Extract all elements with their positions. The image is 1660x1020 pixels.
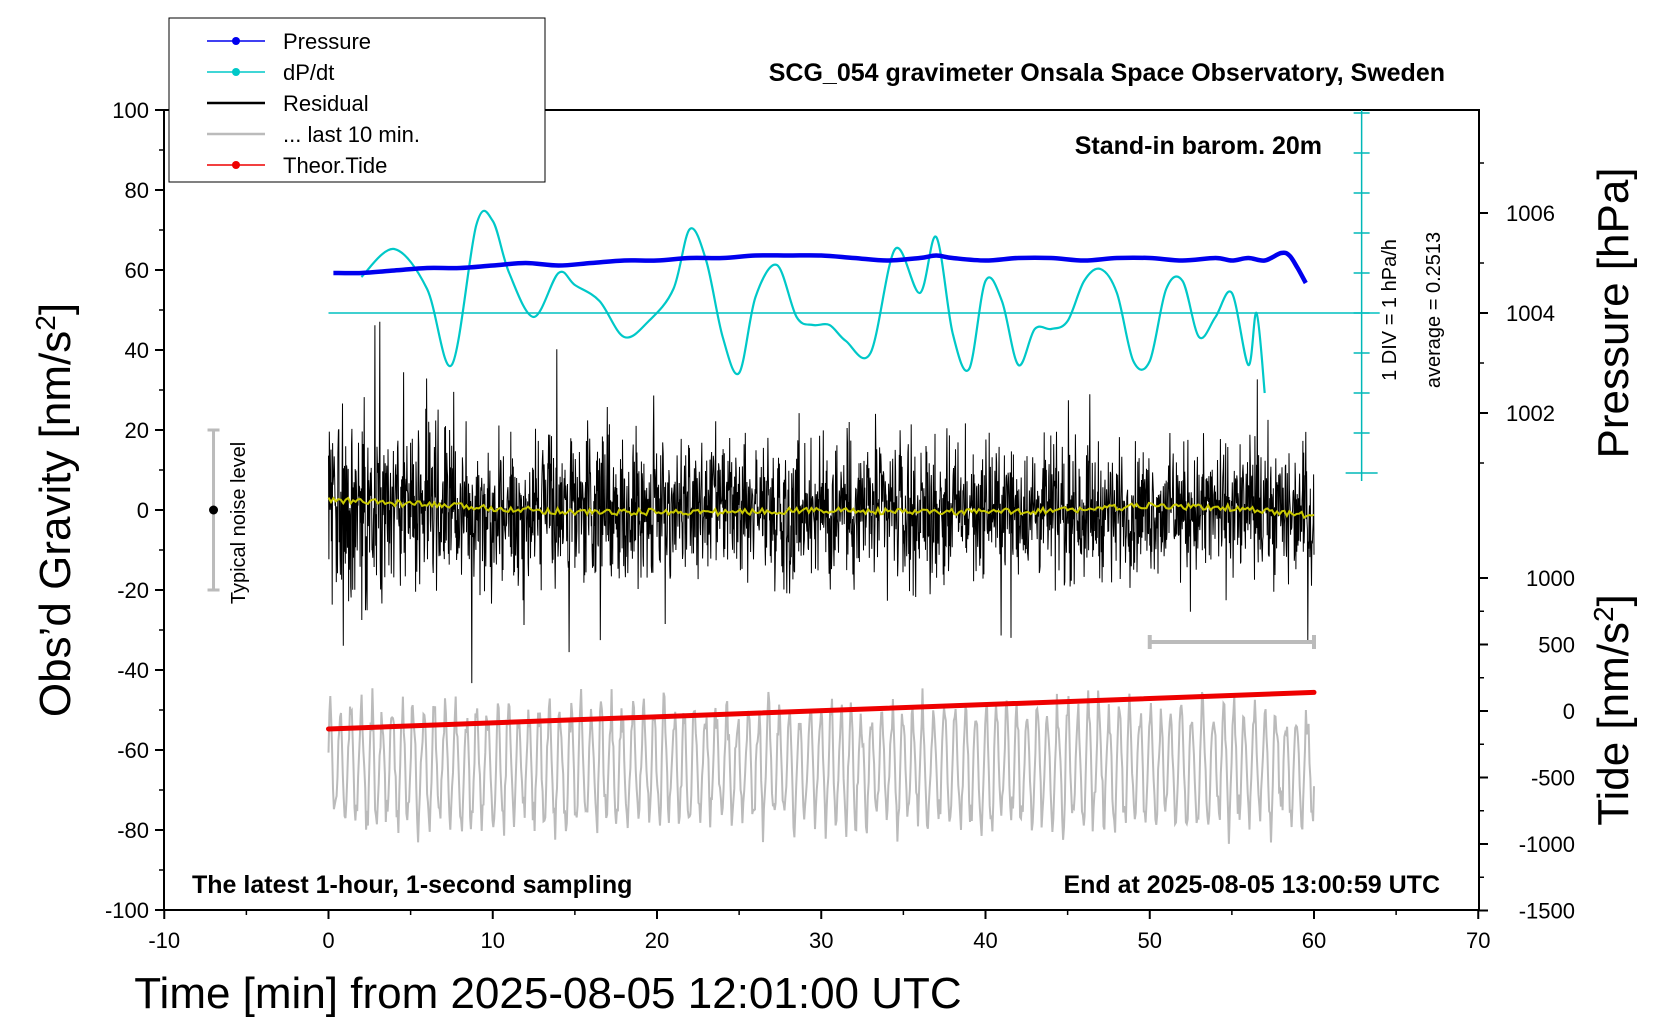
dpdt-scale-axis <box>328 110 1380 481</box>
y-tick-label-gravity: 0 <box>137 498 149 523</box>
y-tick-label-tide: 0 <box>1563 699 1575 724</box>
y-tick-label-gravity: -60 <box>117 738 149 763</box>
y-tick-label-gravity: -80 <box>117 818 149 843</box>
stand-in-note: Stand-in barom. 20m <box>1075 132 1322 160</box>
y-tick-label-tide: -1500 <box>1519 899 1575 924</box>
x-tick-label: -10 <box>148 928 180 953</box>
dpdt-line <box>360 209 1266 394</box>
y-tick-label-gravity: -40 <box>117 658 149 683</box>
axes: -10 0 10 20 30 40 50 60 70100806040200-20-40-60-… <box>105 98 1575 953</box>
smoothed-residual-line <box>327 496 1315 520</box>
average-note: average = 0.2513 <box>1423 232 1445 388</box>
legend-label: Pressure <box>283 29 371 54</box>
x-tick-label: 70 <box>1466 928 1490 953</box>
theor-tide-line <box>326 689 1317 732</box>
y-tick-label-gravity: 100 <box>112 98 149 123</box>
div-note: 1 DIV = 1 hPa/h <box>1379 239 1401 381</box>
residual-line <box>328 321 1315 684</box>
x-tick-label: 20 <box>645 928 669 953</box>
x-axis-label: Time [min] from 2025-08-05 12:01:00 UTC <box>134 969 961 1018</box>
x-tick-label: 10 <box>481 928 505 953</box>
y-tick-label-gravity: -100 <box>105 898 149 923</box>
dpdt-series <box>360 209 1266 394</box>
y-tick-label-gravity: 40 <box>125 338 149 363</box>
noise-level-note: Typical noise level <box>228 442 250 604</box>
misc-marks <box>207 428 1316 649</box>
x-tick-label: 0 <box>322 928 334 953</box>
x-tick-label: 30 <box>809 928 833 953</box>
end-note: End at 2025-08-05 13:00:59 UTC <box>1063 871 1440 899</box>
y-tick-label-pressure: 1006 <box>1506 201 1555 226</box>
latest-note: The latest 1-hour, 1-second sampling <box>192 871 632 899</box>
y-tick-label-gravity: -20 <box>117 578 149 603</box>
y-tick-label-tide: 500 <box>1538 633 1575 658</box>
y-tick-label-pressure: 1002 <box>1506 401 1555 426</box>
legend: Pressure dP/dt Residual ... last 10 min. The… <box>168 17 546 183</box>
y-tick-label-tide: -500 <box>1531 766 1575 791</box>
chart-title: SCG_054 gravimeter Onsala Space Observat… <box>769 59 1445 87</box>
legend-label: Theor.Tide <box>283 153 387 178</box>
x-tick-label: 60 <box>1302 928 1326 953</box>
y-axis-label-pressure: Pressure [hPa] <box>1589 167 1638 458</box>
legend-box <box>168 17 546 183</box>
y-axis-label-gravity: Obs’d Gravity [nm/s2] <box>30 303 81 717</box>
legend-marker <box>232 37 240 45</box>
legend-label: dP/dt <box>283 60 334 85</box>
y-tick-label-pressure: 1004 <box>1506 301 1555 326</box>
noise-level-dot <box>209 505 219 515</box>
y-tick-label-gravity: 60 <box>125 258 149 283</box>
smoothed-residual-series <box>327 496 1315 520</box>
theor-tide-series <box>326 689 1317 732</box>
y-tick-label-gravity: 20 <box>125 418 149 443</box>
x-tick-label: 50 <box>1138 928 1162 953</box>
pressure-line <box>333 250 1308 285</box>
y-tick-label-tide: -1000 <box>1519 832 1575 857</box>
legend-label: Residual <box>283 91 369 116</box>
y-tick-label-tide: 1000 <box>1526 566 1575 591</box>
y-axis-label-tide: Tide [nm/s2] <box>1588 594 1639 826</box>
residual-series <box>328 321 1315 684</box>
pressure-series <box>333 250 1308 285</box>
legend-label: ... last 10 min. <box>283 122 420 147</box>
legend-marker <box>232 68 240 76</box>
legend-marker <box>232 161 240 169</box>
y-tick-label-gravity: 80 <box>125 178 149 203</box>
x-tick-label: 40 <box>973 928 997 953</box>
